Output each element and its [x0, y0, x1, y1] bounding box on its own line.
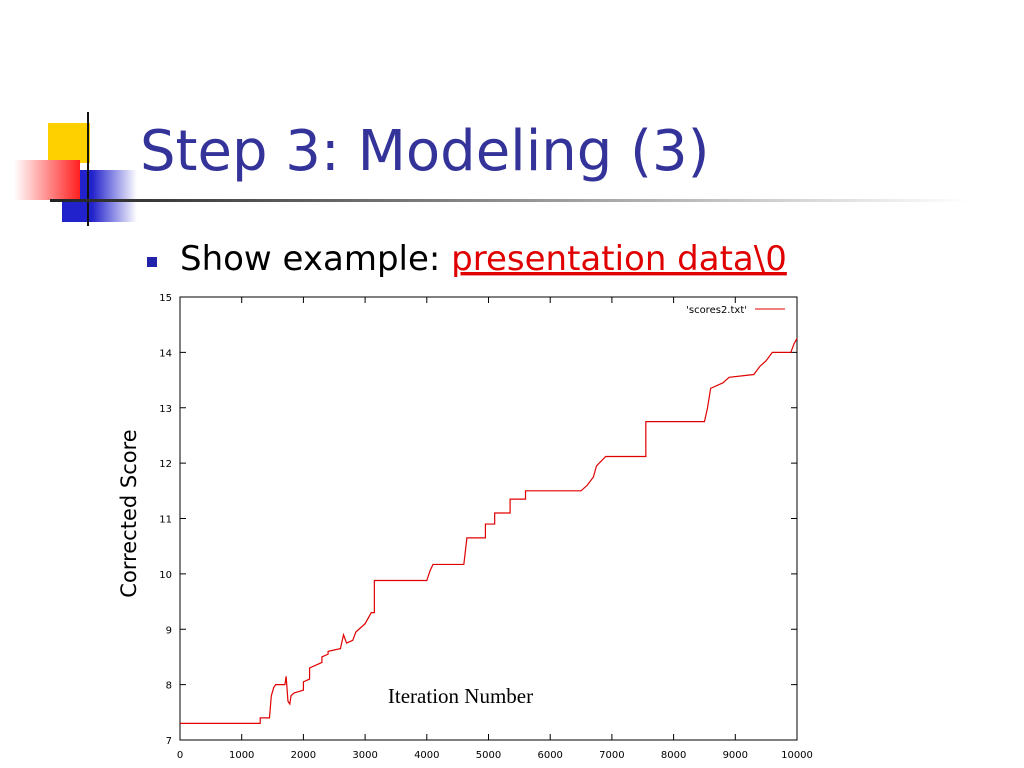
legend-label: 'scores2.txt': [686, 305, 747, 316]
y-tick-label: 14: [159, 348, 172, 359]
deco: [50, 199, 970, 202]
x-tick-label: 4000: [414, 750, 439, 761]
deco: [87, 112, 89, 226]
y-tick-label: 11: [159, 515, 172, 526]
x-tick-label: 1000: [229, 750, 254, 761]
y-tick-label: 9: [166, 625, 172, 636]
y-axis-label: Corrected Score: [117, 429, 141, 597]
x-tick-label: 3000: [352, 750, 377, 761]
plot-frame: [179, 296, 798, 741]
x-tick-label: 7000: [599, 750, 624, 761]
y-tick-label: 13: [159, 404, 172, 415]
series-line: [180, 338, 798, 724]
x-tick-label: 0: [177, 750, 183, 761]
y-tick-label: 8: [166, 681, 172, 692]
slide-title: Step 3: Modeling (3): [140, 119, 709, 184]
bullet-mark: [147, 257, 157, 267]
link[interactable]: presentation data\0: [451, 239, 787, 279]
x-tick-label: 9000: [723, 750, 748, 761]
x-tick-label: 2000: [291, 750, 316, 761]
deco: [48, 123, 90, 163]
x-tick-label: 8000: [661, 750, 686, 761]
deco: [14, 160, 80, 200]
y-tick-label: 10: [159, 570, 172, 581]
y-tick-label: 7: [166, 736, 172, 747]
chart: 7 8 9 10 11 12 13 14 15 0 1000 2000 3000 4000 5000 6000…: [117, 293, 813, 761]
bullet-text: Show example: presentation data\0: [180, 239, 787, 279]
x-axis-label: Iteration Number: [388, 684, 533, 708]
y-tick-label: 12: [159, 459, 172, 470]
x-tick-label: 5000: [476, 750, 501, 761]
x-tick-label: 10000: [781, 750, 813, 761]
y-tick-label: 15: [159, 293, 172, 304]
x-tick-label: 6000: [537, 750, 562, 761]
